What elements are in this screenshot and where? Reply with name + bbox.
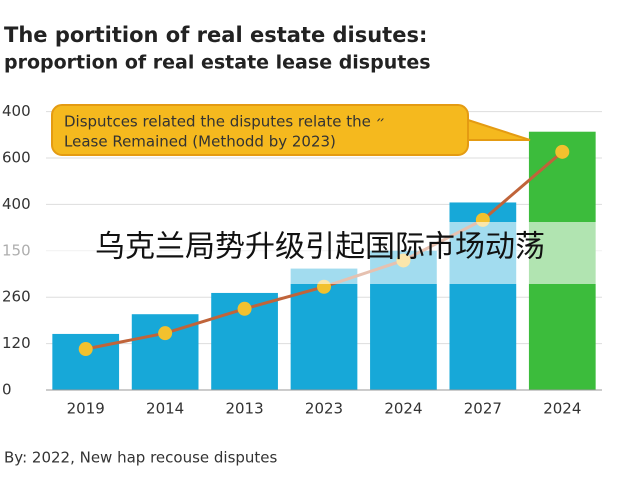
y-tick-label: 260 [2,288,31,306]
y-tick-label: 0 [2,381,12,399]
trend-point [555,144,570,159]
x-tick-label: 2024 [384,400,422,418]
trend-point [237,301,252,316]
trend-point [158,326,173,341]
x-tick-label: 2024 [543,400,581,418]
y-tick-label: 600 [2,149,31,167]
overlay-text: 乌克兰局势升级引起国际市场动荡 [95,230,545,265]
callout-text: Disputces related the disputes relate th… [64,113,385,131]
overlay-band [0,222,640,284]
callout-arrow [467,118,531,141]
x-tick-label: 2023 [305,400,343,418]
chart-title: The portition of real estate disutes: [4,23,427,47]
x-tick-label: 2019 [67,400,105,418]
x-tick-label: 2013 [225,400,263,418]
y-tick-label: 400 [2,102,31,120]
x-tick-label: 2027 [464,400,502,418]
x-tick-label: 2014 [146,400,184,418]
trend-point [78,342,93,357]
callout: Disputces related the disputes relate th… [51,104,531,156]
chart-subtitle: proportion of real estate lease disputes [4,52,431,74]
callout-text: Lease Remained (Methodd by 2023) [64,133,336,151]
callout-box [51,104,469,156]
y-tick-label: 400 [2,195,31,213]
footer: By: 2022, New hap recouse disputes [4,449,278,467]
y-tick-label: 120 [2,334,31,352]
